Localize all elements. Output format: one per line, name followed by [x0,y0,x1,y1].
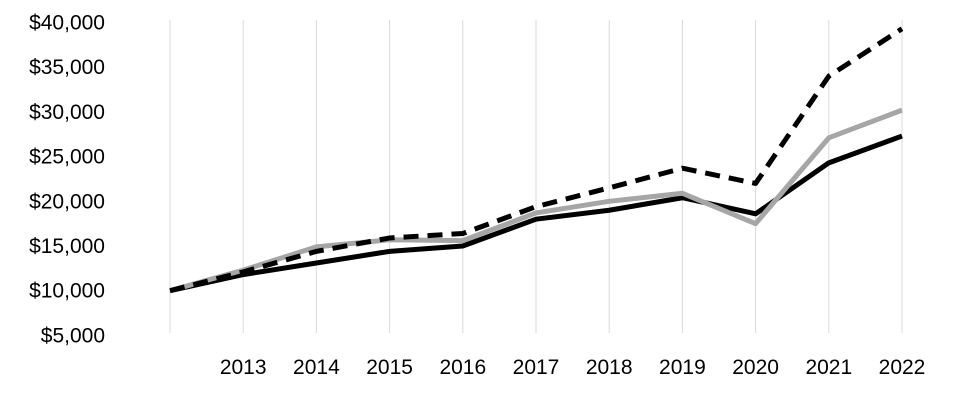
x-axis-tick-label: 2014 [293,356,340,379]
y-axis-tick-label: $20,000 [29,190,105,213]
x-axis-tick-label: 2019 [659,356,706,379]
y-axis-tick-label: $30,000 [29,101,105,124]
y-axis-tick-label: $35,000 [29,56,105,79]
x-axis-tick-label: 2018 [586,356,633,379]
series-gray-solid-line [169,107,903,294]
x-axis-tick-label: 2021 [805,356,852,379]
y-axis-tick-label: $5,000 [41,324,105,347]
x-axis-tick-label: 2016 [439,356,486,379]
series-black-dashed-line [169,26,904,294]
y-axis-tick-label: $10,000 [29,280,105,303]
x-axis-tick-label: 2020 [732,356,779,379]
x-axis-tick-label: 2015 [366,356,413,379]
y-axis-tick-label: $25,000 [29,146,105,169]
y-axis-tick-label: $40,000 [29,12,105,35]
x-axis-tick-label: 2022 [879,356,926,379]
y-axis-tick-label: $15,000 [29,235,105,258]
x-axis-tick-label: 2013 [220,356,267,379]
x-axis-tick-label: 2017 [513,356,560,379]
